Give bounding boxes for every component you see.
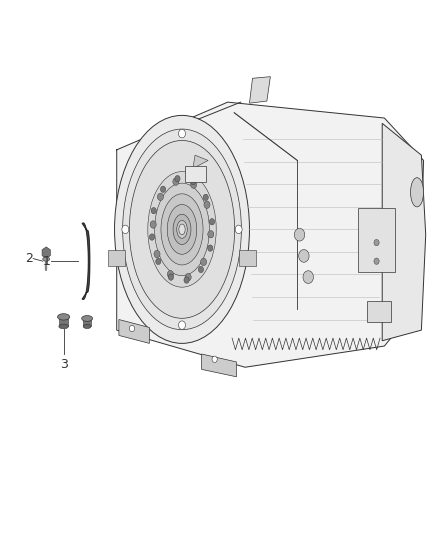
Circle shape	[203, 194, 208, 200]
Ellipse shape	[43, 257, 49, 261]
Circle shape	[184, 277, 189, 283]
Circle shape	[204, 201, 210, 208]
Circle shape	[160, 186, 166, 192]
Polygon shape	[193, 155, 208, 168]
Ellipse shape	[82, 316, 92, 321]
Circle shape	[155, 258, 161, 264]
Circle shape	[129, 325, 134, 332]
FancyBboxPatch shape	[358, 208, 395, 272]
FancyBboxPatch shape	[239, 250, 256, 265]
Circle shape	[198, 266, 204, 273]
Polygon shape	[119, 319, 149, 343]
FancyBboxPatch shape	[108, 250, 125, 265]
Circle shape	[212, 356, 217, 362]
Circle shape	[303, 271, 314, 284]
Polygon shape	[59, 317, 68, 326]
Circle shape	[201, 258, 207, 265]
Ellipse shape	[155, 183, 209, 276]
Ellipse shape	[148, 172, 216, 287]
Polygon shape	[382, 123, 426, 341]
Circle shape	[208, 245, 213, 251]
Circle shape	[154, 251, 160, 258]
Ellipse shape	[410, 177, 424, 207]
Text: 1: 1	[43, 255, 51, 268]
Circle shape	[208, 231, 214, 238]
Circle shape	[122, 225, 129, 233]
Ellipse shape	[115, 115, 250, 343]
Polygon shape	[117, 102, 424, 367]
Circle shape	[299, 249, 309, 262]
Circle shape	[157, 193, 163, 200]
Ellipse shape	[177, 221, 187, 238]
Polygon shape	[42, 247, 50, 259]
Ellipse shape	[123, 129, 241, 330]
Ellipse shape	[129, 141, 235, 318]
Circle shape	[149, 234, 155, 240]
Circle shape	[175, 175, 180, 182]
FancyBboxPatch shape	[185, 166, 206, 182]
Circle shape	[374, 239, 379, 246]
Circle shape	[235, 225, 242, 233]
Circle shape	[173, 178, 179, 185]
Circle shape	[168, 274, 173, 280]
Circle shape	[179, 321, 185, 329]
Circle shape	[191, 181, 197, 188]
Circle shape	[374, 258, 379, 264]
Ellipse shape	[167, 205, 197, 254]
Circle shape	[209, 219, 215, 225]
Circle shape	[179, 130, 185, 138]
Circle shape	[151, 207, 156, 214]
Polygon shape	[201, 354, 237, 377]
Circle shape	[167, 270, 173, 278]
Ellipse shape	[161, 194, 203, 265]
Circle shape	[150, 221, 156, 228]
Text: 3: 3	[60, 358, 67, 371]
Polygon shape	[250, 77, 270, 103]
Polygon shape	[83, 318, 91, 326]
FancyBboxPatch shape	[367, 301, 391, 322]
Circle shape	[185, 273, 191, 281]
Circle shape	[294, 228, 305, 241]
Ellipse shape	[57, 314, 70, 320]
Text: 2: 2	[25, 252, 33, 264]
Ellipse shape	[59, 324, 68, 329]
Ellipse shape	[179, 224, 185, 235]
Ellipse shape	[173, 214, 191, 245]
Ellipse shape	[83, 324, 91, 328]
Circle shape	[191, 179, 196, 185]
Polygon shape	[82, 223, 90, 300]
